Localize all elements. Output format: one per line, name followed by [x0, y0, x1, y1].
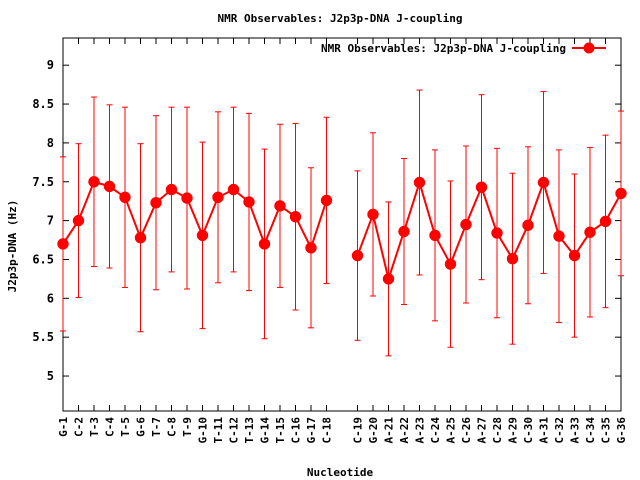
- x-tick-label: T-9: [181, 417, 194, 437]
- data-point: [398, 225, 410, 238]
- data-point: [584, 226, 596, 239]
- data-point: [599, 215, 612, 228]
- data-point: [274, 200, 286, 212]
- x-tick-label: A-23: [414, 417, 427, 444]
- x-tick-label: C-32: [553, 417, 566, 444]
- data-point: [88, 176, 100, 188]
- x-tick-label: C-16: [290, 417, 303, 444]
- x-tick-label: T-7: [150, 417, 163, 437]
- x-tick-label: C-19: [352, 417, 365, 444]
- data-point: [382, 273, 395, 285]
- data-point: [522, 219, 534, 232]
- x-tick-label: A-31: [538, 417, 551, 444]
- data-point: [212, 191, 224, 204]
- data-point: [258, 238, 271, 250]
- x-tick-label: C-8: [166, 417, 179, 437]
- data-point: [72, 214, 85, 227]
- y-tick-label: 5: [47, 369, 54, 383]
- data-point: [553, 230, 565, 242]
- x-tick-label: T-11: [212, 417, 225, 444]
- data-point: [289, 210, 302, 223]
- data-point: [506, 252, 519, 265]
- x-tick-label: C-12: [228, 417, 241, 444]
- x-tick-label: A-22: [398, 417, 411, 444]
- y-tick-label: 6: [47, 291, 54, 305]
- data-point: [165, 183, 178, 196]
- y-tick-label: 8.5: [32, 97, 54, 111]
- data-point: [305, 242, 317, 254]
- data-point: [568, 249, 581, 262]
- data-point: [615, 187, 627, 200]
- data-point: [537, 176, 550, 189]
- x-tick-label: G-10: [197, 417, 210, 444]
- series-line: [62, 180, 328, 251]
- data-point: [181, 192, 193, 204]
- x-tick-label: C-28: [491, 417, 504, 444]
- series-line: [356, 179, 622, 283]
- y-tick-label: 9: [47, 58, 54, 72]
- x-tick-label: C-26: [460, 417, 473, 444]
- x-tick-label: G-1: [57, 417, 70, 437]
- data-point: [134, 231, 147, 244]
- x-tick-label: A-25: [445, 417, 458, 444]
- x-tick-label: A-29: [507, 417, 520, 444]
- axes: 55.566.577.588.59G-1 C-2 T-3 C-4 T-5 G-6 T-7 C-…: [32, 37, 628, 444]
- data-point: [491, 227, 503, 239]
- x-tick-label: C-18: [321, 417, 334, 444]
- y-tick-label: 8: [47, 136, 54, 150]
- x-tick-label: C-24: [429, 417, 442, 444]
- data-point: [429, 229, 441, 242]
- data-point: [150, 196, 162, 209]
- y-tick-label: 7: [47, 214, 54, 228]
- y-axis-label: J2p3p-DNA (Hz): [6, 200, 19, 293]
- data-point: [243, 196, 255, 208]
- legend-label: NMR Observables: J2p3p-DNA J-coupling: [321, 42, 566, 55]
- x-tick-label: T-13: [243, 417, 256, 444]
- x-tick-label: T-3: [88, 417, 101, 437]
- x-tick-label: C-35: [600, 417, 613, 444]
- data-point: [227, 183, 240, 196]
- x-tick-label: C-4: [104, 417, 117, 437]
- data-point: [351, 249, 364, 262]
- y-tick-label: 6.5: [32, 252, 54, 266]
- x-tick-label: C-34: [584, 417, 597, 444]
- x-tick-label: G-17: [305, 417, 318, 444]
- x-tick-label: G-14: [259, 417, 272, 444]
- data-point: [196, 229, 209, 242]
- chart-title: NMR Observables: J2p3p-DNA J-coupling: [217, 12, 462, 25]
- data-point: [413, 176, 426, 189]
- x-tick-label: G-20: [367, 417, 380, 444]
- data-point: [119, 191, 131, 204]
- x-tick-label: G-36: [615, 417, 628, 444]
- x-tick-label: T-15: [274, 417, 287, 444]
- data-point: [460, 218, 472, 231]
- x-tick-label: A-21: [383, 417, 396, 444]
- data-point: [320, 194, 333, 207]
- x-tick-label: G-6: [135, 417, 148, 437]
- x-tick-label: C-30: [522, 417, 535, 444]
- data-point: [103, 180, 116, 193]
- data-point: [57, 238, 69, 250]
- y-tick-label: 5.5: [32, 330, 54, 344]
- data-point: [444, 258, 457, 270]
- x-tick-label: A-27: [476, 417, 489, 444]
- plot-series: [57, 89, 627, 357]
- x-tick-label: C-2: [73, 417, 86, 437]
- legend: NMR Observables: J2p3p-DNA J-coupling: [321, 42, 606, 55]
- x-axis-label: Nucleotide: [307, 466, 374, 479]
- y-tick-label: 7.5: [32, 175, 54, 189]
- data-point: [367, 208, 379, 221]
- x-tick-label: T-5: [119, 417, 132, 437]
- legend-marker: [583, 42, 595, 54]
- x-tick-label: A-33: [569, 417, 582, 444]
- data-point: [475, 181, 488, 193]
